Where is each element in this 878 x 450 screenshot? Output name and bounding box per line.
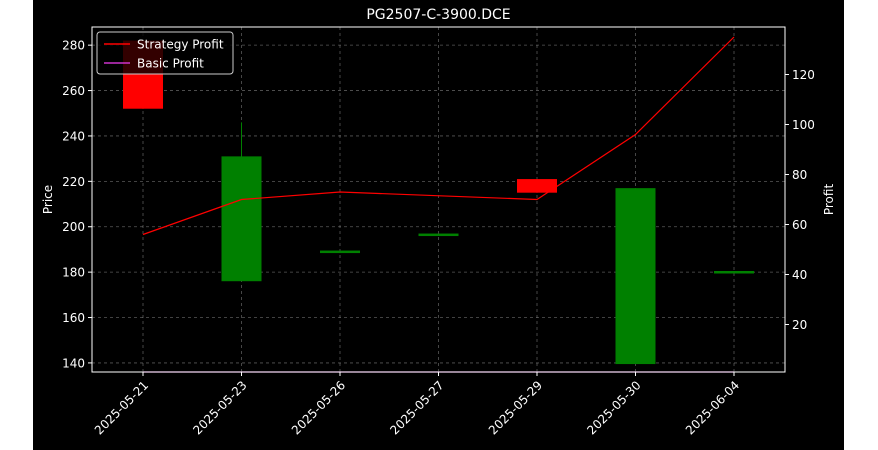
x-tick-label: 2025-05-29 bbox=[486, 378, 545, 437]
y-tick-label: 260 bbox=[62, 84, 85, 98]
candles bbox=[123, 40, 754, 365]
chart-figure: 140 160 180 200 220 240 260 280 20 40 60 80 100 120 20… bbox=[33, 0, 844, 450]
legend-label-strategy-profit: Strategy Profit bbox=[137, 38, 224, 52]
x-tick-label: 2025-05-26 bbox=[289, 378, 348, 437]
y-tick-label: 200 bbox=[62, 220, 85, 234]
y2-axis-label: Profit bbox=[822, 184, 836, 216]
candle-body bbox=[517, 179, 557, 193]
y2-tick-label: 60 bbox=[792, 218, 807, 232]
y-tick-label: 220 bbox=[62, 175, 85, 189]
y-tick-label: 280 bbox=[62, 39, 85, 53]
strategy-profit-line bbox=[142, 36, 735, 236]
grid bbox=[92, 27, 785, 372]
y2-tick-label: 120 bbox=[792, 68, 815, 82]
y-tick-label: 240 bbox=[62, 129, 85, 143]
x-tick-label: 2025-05-27 bbox=[387, 378, 446, 437]
y-tick-label: 180 bbox=[62, 266, 85, 280]
x-tick-label: 2025-05-30 bbox=[584, 378, 643, 437]
candle-body bbox=[221, 156, 262, 282]
x-tick-label: 2025-05-23 bbox=[190, 378, 249, 437]
y2-tick-label: 20 bbox=[792, 318, 807, 332]
candle-body bbox=[714, 270, 754, 274]
candle-body bbox=[615, 188, 656, 365]
y2-tick-label: 40 bbox=[792, 268, 807, 282]
x-tick-label: 2025-06-04 bbox=[683, 378, 742, 437]
legend: Strategy Profit Basic Profit bbox=[96, 31, 234, 75]
chart-canvas: 140 160 180 200 220 240 260 280 20 40 60 80 100 120 20… bbox=[41, 7, 836, 437]
x-tick-label: 2025-05-21 bbox=[92, 378, 151, 437]
y-axis-label: Price bbox=[41, 185, 55, 214]
plot-frame bbox=[91, 26, 786, 373]
candle-body bbox=[320, 250, 360, 254]
y-tick-label: 140 bbox=[62, 356, 85, 370]
candle-body bbox=[418, 233, 459, 237]
y2-tick-label: 80 bbox=[792, 168, 807, 182]
y2-tick-label: 100 bbox=[792, 118, 815, 132]
y-tick-label: 160 bbox=[62, 311, 85, 325]
legend-box bbox=[96, 31, 234, 75]
chart-title: PG2507-C-3900.DCE bbox=[366, 7, 510, 23]
legend-label-basic-profit: Basic Profit bbox=[137, 57, 204, 71]
